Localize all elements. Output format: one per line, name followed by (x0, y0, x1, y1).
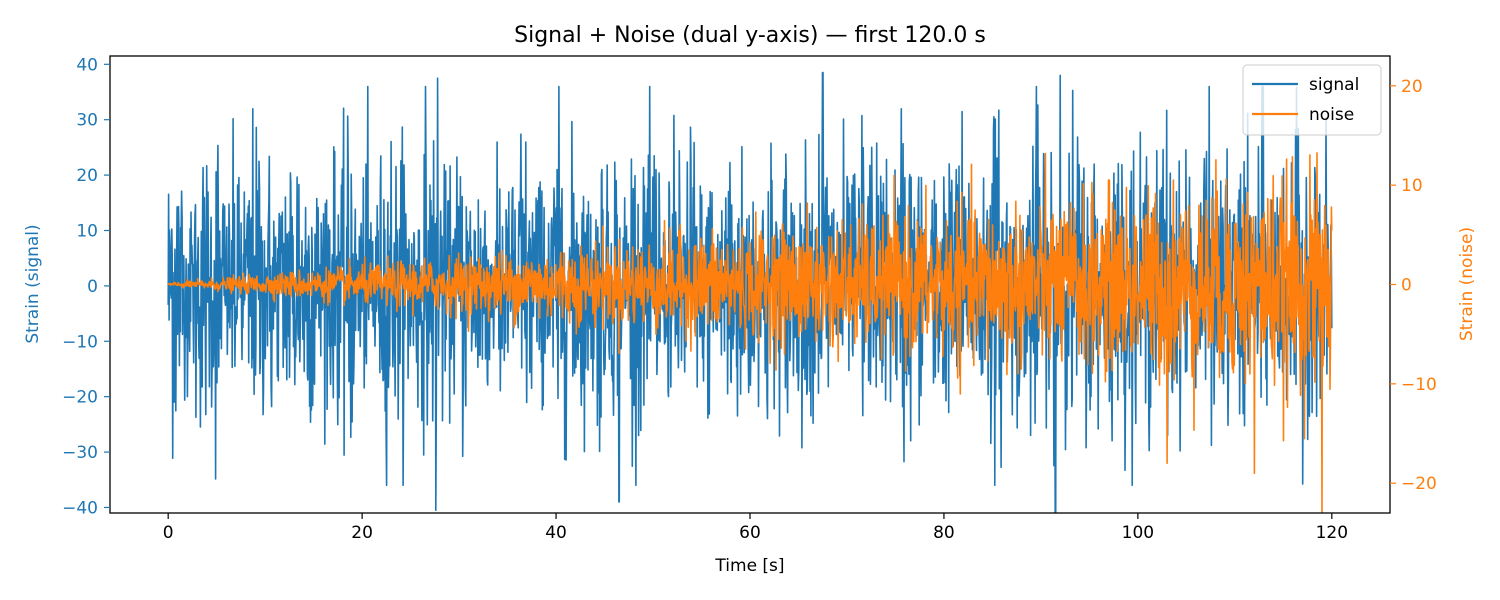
y-left-tick-label: −30 (62, 443, 98, 463)
y-axis-left: −40 −30 −20 −10 0 10 20 30 40 (62, 55, 110, 518)
y-left-tick-label: 0 (87, 277, 98, 297)
x-tick-label: 40 (545, 523, 567, 543)
x-tick-label: 120 (1316, 523, 1348, 543)
y-left-tick-label: 40 (76, 55, 98, 75)
legend-noise-label: noise (1309, 105, 1354, 125)
y-axis-left-label: Strain (signal) (23, 224, 43, 343)
x-tick-label: 80 (933, 523, 955, 543)
y-left-tick-label: 20 (76, 166, 98, 186)
y-left-tick-label: −20 (62, 388, 98, 408)
x-tick-label: 60 (739, 523, 761, 543)
y-right-tick-label: 20 (1401, 77, 1423, 97)
legend-signal-label: signal (1309, 75, 1359, 95)
y-right-tick-label: −20 (1401, 474, 1437, 494)
y-right-tick-label: −10 (1401, 375, 1437, 395)
y-left-tick-label: 10 (76, 221, 98, 241)
x-tick-label: 100 (1122, 523, 1154, 543)
y-axis-right-label: Strain (noise) (1457, 227, 1477, 341)
x-axis-label: Time [s] (714, 556, 784, 576)
legend-box (1242, 64, 1382, 136)
y-left-tick-label: −10 (62, 332, 98, 352)
y-left-tick-label: 30 (76, 111, 98, 131)
y-right-tick-label: 10 (1401, 176, 1423, 196)
x-tick-label: 20 (351, 523, 373, 543)
legend: signal noise (1242, 64, 1382, 136)
y-right-tick-label: 0 (1401, 276, 1412, 296)
noise-series-line (167, 152, 1333, 513)
x-tick-label: 0 (163, 523, 174, 543)
x-axis: 0 20 40 60 80 100 120 (163, 513, 1348, 543)
y-left-tick-label: −40 (62, 498, 98, 518)
chart-title: Signal + Noise (dual y-axis) — first 120… (514, 23, 986, 48)
y-axis-right: −20 −10 0 10 20 (1390, 77, 1437, 494)
